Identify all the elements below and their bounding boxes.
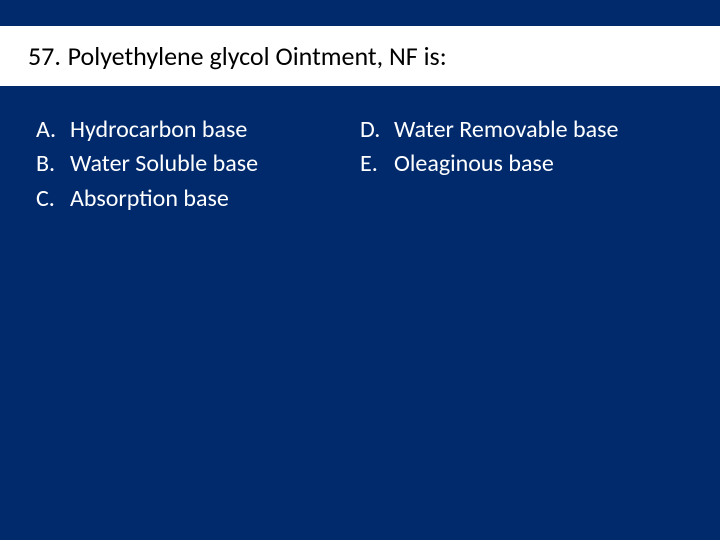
option-letter: E. <box>360 148 394 180</box>
option-e: E. Oleaginous base <box>360 148 684 180</box>
option-text: Oleaginous base <box>394 148 684 180</box>
question-text: Polyethylene glycol Ointment, NF is: <box>68 40 447 72</box>
options-column-left: A. Hydrocarbon base B. Water Soluble bas… <box>36 114 360 217</box>
option-letter: A. <box>36 114 70 146</box>
option-text: Absorption base <box>70 183 360 215</box>
option-text: Water Removable base <box>394 114 684 146</box>
question-number: 57. <box>28 40 64 72</box>
option-a: A. Hydrocarbon base <box>36 114 360 146</box>
option-text: Hydrocarbon base <box>70 114 360 146</box>
question-bar: 57. Polyethylene glycol Ointment, NF is: <box>0 26 720 86</box>
option-text: Water Soluble base <box>70 148 360 180</box>
options-column-right: D. Water Removable base E. Oleaginous ba… <box>360 114 684 217</box>
option-letter: B. <box>36 148 70 180</box>
option-letter: C. <box>36 183 70 215</box>
option-b: B. Water Soluble base <box>36 148 360 180</box>
options-area: A. Hydrocarbon base B. Water Soluble bas… <box>0 86 720 217</box>
slide: 57. Polyethylene glycol Ointment, NF is:… <box>0 26 720 540</box>
option-c: C. Absorption base <box>36 183 360 215</box>
option-d: D. Water Removable base <box>360 114 684 146</box>
option-letter: D. <box>360 114 394 146</box>
